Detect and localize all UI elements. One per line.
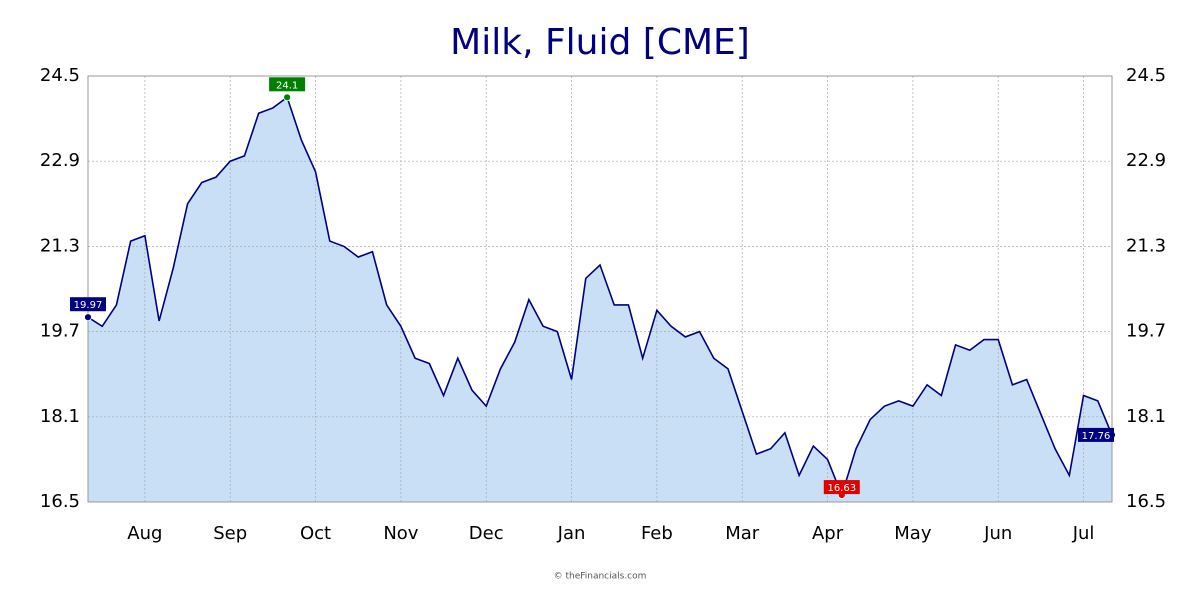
y-tick-label: 21.3 xyxy=(40,235,80,256)
data-label: 17.76 xyxy=(1078,427,1114,442)
y-tick-label-right: 24.5 xyxy=(1126,65,1166,86)
x-tick-label: May xyxy=(894,523,932,544)
chart-title: Milk, Fluid [CME] xyxy=(450,22,750,63)
y-tick-label: 19.7 xyxy=(40,321,80,342)
x-tick-label: Nov xyxy=(383,523,418,544)
y-tick-label-right: 22.9 xyxy=(1126,150,1166,171)
y-tick-label-right: 21.3 xyxy=(1126,235,1166,256)
y-tick-label: 24.5 xyxy=(40,65,80,86)
x-tick-label: Jun xyxy=(983,523,1012,544)
data-label-text: 24.1 xyxy=(276,80,298,91)
data-label-box xyxy=(70,297,106,312)
data-label-box xyxy=(269,77,306,92)
data-label-text: 16.63 xyxy=(827,483,856,494)
data-label-text: 17.76 xyxy=(1082,431,1111,442)
data-label: 24.1 xyxy=(269,77,306,92)
y-tick-label: 16.5 xyxy=(40,491,80,512)
point xyxy=(283,93,292,102)
data-label: 19.97 xyxy=(70,297,106,312)
x-tick-label: Apr xyxy=(812,523,844,544)
y-tick-label-right: 18.1 xyxy=(1126,406,1166,427)
footer: © theFinancials.com xyxy=(554,572,647,582)
y-tick-label: 22.9 xyxy=(40,150,80,171)
x-tick-label: Aug xyxy=(127,523,162,544)
data-label-box xyxy=(823,480,860,495)
plot-frame xyxy=(87,75,1113,503)
x-tick-label: Feb xyxy=(641,523,673,544)
data-label-box xyxy=(1078,427,1114,442)
x-tick-label: Mar xyxy=(725,523,760,544)
x-tick-label: Oct xyxy=(300,523,331,544)
y-tick-label-right: 16.5 xyxy=(1126,491,1166,512)
point xyxy=(84,313,92,322)
x-tick-label: Dec xyxy=(469,523,504,544)
x-tick-label: Jul xyxy=(1072,523,1095,544)
data-label: 16.63 xyxy=(823,480,860,495)
data-label-text: 19.97 xyxy=(74,300,103,311)
x-tick-label: Jan xyxy=(557,523,586,544)
area xyxy=(88,97,1112,503)
x-tick-label: Sep xyxy=(213,523,247,544)
line xyxy=(87,95,1113,498)
y-tick-label: 18.1 xyxy=(40,406,80,427)
y-tick-label-right: 19.7 xyxy=(1126,321,1166,342)
